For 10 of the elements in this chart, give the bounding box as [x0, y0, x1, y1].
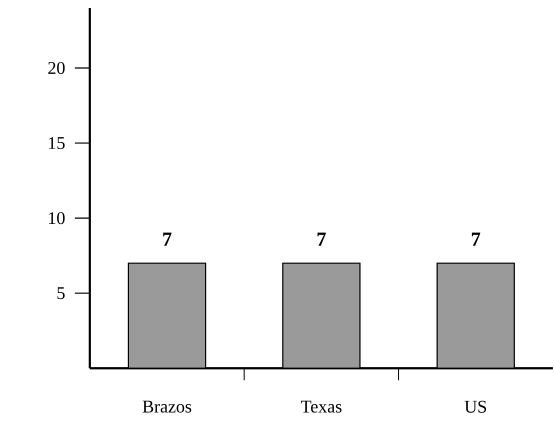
x-tick-label: US — [464, 400, 486, 413]
x-tick-label: Brazos — [142, 400, 192, 413]
data-label: 7 — [163, 232, 172, 246]
data-label: 7 — [318, 232, 326, 246]
y-tick-label: 15 — [49, 137, 65, 150]
y-tick-label: 20 — [48, 62, 65, 74]
x-tick-label: Texas — [300, 400, 342, 413]
data-label: 7 — [472, 232, 480, 246]
y-tick-label: 10 — [49, 212, 65, 224]
y-tick-label: 5 — [57, 287, 65, 300]
